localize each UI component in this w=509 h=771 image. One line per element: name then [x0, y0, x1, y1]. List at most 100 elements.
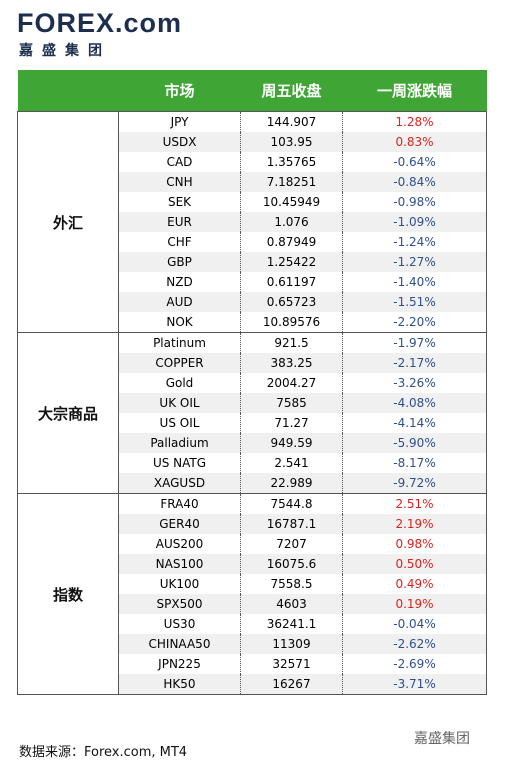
market-name: NOK: [118, 312, 241, 333]
market-name: AUS200: [118, 534, 241, 554]
header-cell: [17, 70, 119, 112]
weekly-change: 0.83%: [342, 132, 487, 152]
close-price: 4603: [240, 594, 343, 614]
market-name: COPPER: [118, 353, 241, 373]
table-row: UK OIL 7585 -4.08%: [18, 393, 487, 413]
close-price: 32571: [240, 654, 343, 674]
table-row: US NATG 2.541 -8.17%: [18, 453, 487, 473]
weekly-change: -8.17%: [342, 453, 487, 473]
market-name: AUD: [118, 292, 241, 312]
weekly-change: 0.98%: [342, 534, 487, 554]
table-row: COPPER 383.25 -2.17%: [18, 353, 487, 373]
close-price: 16267: [240, 674, 343, 695]
table-row: HK50 16267 -3.71%: [18, 674, 487, 695]
table-row: CHF 0.87949 -1.24%: [18, 232, 487, 252]
table-row: AUS200 7207 0.98%: [18, 534, 487, 554]
close-price: 2004.27: [240, 373, 343, 393]
close-price: 144.907: [240, 111, 343, 132]
weekly-change: -5.90%: [342, 433, 487, 453]
close-price: 2.541: [240, 453, 343, 473]
market-name: SPX500: [118, 594, 241, 614]
close-price: 7544.8: [240, 493, 343, 514]
table-row: JPN225 32571 -2.69%: [18, 654, 487, 674]
weekly-change: -4.08%: [342, 393, 487, 413]
market-name: NZD: [118, 272, 241, 292]
header-cell: 周五收盘: [240, 70, 343, 112]
weekly-change: -3.71%: [342, 674, 487, 695]
close-price: 949.59: [240, 433, 343, 453]
table-row: SPX500 4603 0.19%: [18, 594, 487, 614]
close-price: 71.27: [240, 413, 343, 433]
market-name: EUR: [118, 212, 241, 232]
weekly-change: -2.17%: [342, 353, 487, 373]
close-price: 16075.6: [240, 554, 343, 574]
table-row: AUD 0.65723 -1.51%: [18, 292, 487, 312]
weekly-change: 2.51%: [342, 493, 487, 514]
market-name: USDX: [118, 132, 241, 152]
market-name: UK OIL: [118, 393, 241, 413]
logo-subtitle: 嘉盛集团: [19, 43, 111, 59]
close-price: 7558.5: [240, 574, 343, 594]
market-name: CNH: [118, 172, 241, 192]
market-name: Platinum: [118, 332, 241, 353]
weekly-change: -0.84%: [342, 172, 487, 192]
table-row: USDX 103.95 0.83%: [18, 132, 487, 152]
table-row: US30 36241.1 -0.04%: [18, 614, 487, 634]
market-name: GER40: [118, 514, 241, 534]
table-row: CHINAA50 11309 -2.62%: [18, 634, 487, 654]
close-price: 921.5: [240, 332, 343, 353]
table-row: NZD 0.61197 -1.40%: [18, 272, 487, 292]
market-name: US NATG: [118, 453, 241, 473]
header-row: 市场 周五收盘 一周涨跌幅: [17, 70, 487, 112]
market-name: CHINAA50: [118, 634, 241, 654]
weekly-change: 0.19%: [342, 594, 487, 614]
table-row: CAD 1.35765 -0.64%: [18, 152, 487, 172]
close-price: 1.076: [240, 212, 343, 232]
close-price: 103.95: [240, 132, 343, 152]
market-name: UK100: [118, 574, 241, 594]
table-row: CNH 7.18251 -0.84%: [18, 172, 487, 192]
market-name: FRA40: [118, 493, 241, 514]
weekly-change: 2.19%: [342, 514, 487, 534]
weekly-change: -1.51%: [342, 292, 487, 312]
close-price: 0.61197: [240, 272, 343, 292]
weekly-change: -0.98%: [342, 192, 487, 212]
weekly-change: -1.24%: [342, 232, 487, 252]
header-cell: 市场: [118, 70, 241, 112]
market-name: CHF: [118, 232, 241, 252]
close-price: 1.25422: [240, 252, 343, 272]
market-name: Gold: [118, 373, 241, 393]
close-price: 7585: [240, 393, 343, 413]
close-price: 22.989: [240, 473, 343, 494]
table-row: 指数 FRA40 7544.8 2.51%: [17, 493, 487, 695]
close-price: 10.89576: [240, 312, 343, 333]
group-label: 指数: [17, 493, 119, 695]
market-name: Palladium: [118, 433, 241, 453]
market-name: US30: [118, 614, 241, 634]
market-name: JPY: [118, 111, 241, 132]
weekly-change: -2.69%: [342, 654, 487, 674]
table-row: Gold 2004.27 -3.26%: [18, 373, 487, 393]
market-name: HK50: [118, 674, 241, 695]
close-price: 383.25: [240, 353, 343, 373]
table-row: SEK 10.45949 -0.98%: [18, 192, 487, 212]
weekly-change: -1.40%: [342, 272, 487, 292]
close-price: 11309: [240, 634, 343, 654]
close-price: 10.45949: [240, 192, 343, 212]
table-row: NAS100 16075.6 0.50%: [18, 554, 487, 574]
source-note: 数据来源：Forex.com, MT4: [19, 745, 188, 760]
weekly-change: 0.49%: [342, 574, 487, 594]
close-price: 36241.1: [240, 614, 343, 634]
market-name: GBP: [118, 252, 241, 272]
weekly-change: -1.97%: [342, 332, 487, 353]
market-name: NAS100: [118, 554, 241, 574]
weekly-change: -3.26%: [342, 373, 487, 393]
market-name: SEK: [118, 192, 241, 212]
close-price: 0.87949: [240, 232, 343, 252]
weekly-change: -2.62%: [342, 634, 487, 654]
table-row: XAGUSD 22.989 -9.72%: [18, 473, 487, 494]
watermark: 嘉盛集团: [414, 731, 470, 747]
table-row: 大宗商品 Platinum 921.5 -1.97%: [17, 332, 487, 494]
market-name: XAGUSD: [118, 473, 241, 494]
